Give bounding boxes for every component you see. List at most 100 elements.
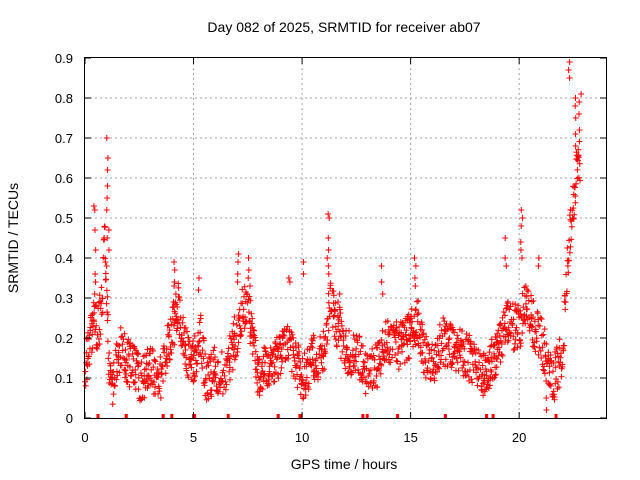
data-point [165,351,172,358]
data-point [151,357,158,364]
data-point [546,363,553,370]
data-point [448,361,455,368]
y-axis-title: SRMTID / TECUs [5,183,21,293]
data-point [121,330,128,337]
data-point [541,370,548,377]
data-point [479,380,486,387]
data-point [570,205,577,212]
data-point [575,174,582,181]
data-point [573,180,580,187]
data-point [359,369,366,376]
data-point [119,341,126,348]
data-point [245,255,252,261]
data-point [180,314,187,321]
data-point [249,315,256,322]
data-point [299,355,306,362]
x-tick-labels: 0 5 10 15 20 [81,430,526,445]
data-point [310,332,317,339]
data-point [572,199,579,206]
x-tick-label: 5 [190,430,197,445]
data-point [271,378,278,385]
data-point [534,310,541,317]
data-point [309,337,316,344]
data-point [195,338,202,345]
data-point [535,263,542,269]
data-point [241,325,248,332]
data-point [109,401,116,408]
data-point [290,334,297,341]
data-point [512,301,519,308]
data-point [171,259,178,265]
data-point [222,378,229,385]
data-point [98,300,105,307]
data-point [508,330,515,337]
data-point [393,357,400,364]
data-point [525,288,532,295]
data-point [420,360,427,367]
data-point [90,318,97,325]
data-point [517,340,524,347]
data-point [502,235,509,241]
data-point [444,326,451,333]
data-point [252,357,259,364]
data-point [117,354,124,361]
data-point [151,384,158,391]
data-point [133,349,140,356]
data-point [487,343,494,350]
data-point [321,335,328,342]
data-point [173,313,180,320]
data-point [494,355,501,362]
data-point [408,325,415,332]
data-point [195,275,202,281]
data-point [239,300,246,307]
data-point [384,318,391,325]
data-point [403,327,410,334]
data-point [496,321,503,328]
data-point [155,374,162,381]
data-point [160,378,167,385]
data-point [112,347,119,354]
data-point [232,343,239,350]
data-point [457,337,464,344]
data-point [182,341,189,348]
data-point [301,350,308,357]
data-point [374,384,381,391]
data-point [417,326,424,333]
y-tick-label: 0.9 [55,51,73,66]
data-point [274,371,281,378]
data-point [226,359,233,366]
data-point [185,374,192,381]
data-point [255,356,262,363]
data-point [373,372,380,379]
data-point [526,327,533,334]
data-point [428,346,435,353]
data-point [396,323,403,330]
data-point [174,325,181,332]
data-point [102,259,109,266]
data-point [461,345,468,352]
data-point [519,255,526,261]
data-point [498,340,505,347]
data-point [250,326,257,333]
data-point [448,360,455,367]
data-point [455,367,462,374]
data-point [271,363,278,370]
data-point [324,255,331,261]
data-point [202,351,209,358]
data-point [379,291,386,297]
data-point [82,382,89,389]
data-point [223,381,230,388]
data-point [509,321,516,328]
y-tick-label: 0 [66,411,73,426]
data-point [565,269,572,276]
data-point [313,355,320,362]
data-point [427,376,434,383]
data-point [233,352,240,359]
data-point [537,347,544,354]
data-point [493,364,500,371]
data-point [561,342,568,349]
data-point [135,386,142,393]
data-point [436,321,443,328]
data-point [168,349,175,356]
data-point [199,347,206,354]
